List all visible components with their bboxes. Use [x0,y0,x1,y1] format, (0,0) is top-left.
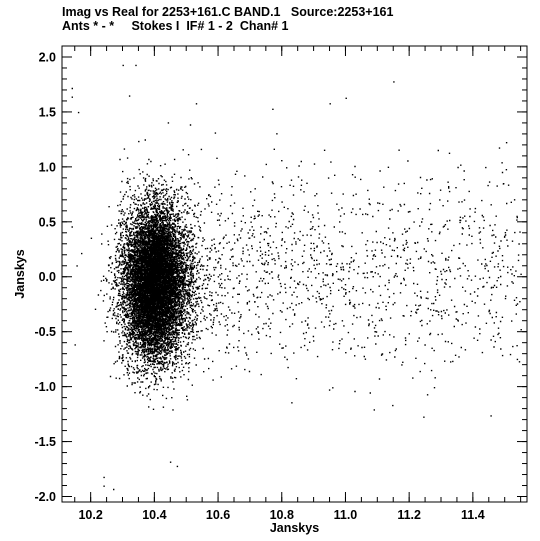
plot-frame [61,45,528,503]
y-tick-label: -2.0 [34,490,56,504]
x-tick-label: 10.2 [78,508,102,522]
y-tick-label: 1.5 [39,105,56,119]
y-tick-label: 2.0 [39,50,56,64]
tick-labels: 10.2 10.4 10.6 10.8 11.0 11.2 11.4 2.0 1.5 1.0 0.5… [34,50,484,522]
x-tick-label: 10.4 [142,508,166,522]
x-tick-label: 11.4 [461,508,485,522]
x-tick-label: 11.0 [334,508,358,522]
x-tick-label: 10.8 [270,508,294,522]
y-tick-label: -0.5 [34,325,56,339]
y-tick-label: 0.0 [39,270,56,284]
y-tick-label: -1.0 [34,380,56,394]
y-axis-label: Janskys [13,249,27,298]
x-tick-label: 11.2 [397,508,421,522]
x-axis-label: Janskys [270,521,319,535]
y-tick-label: -1.5 [34,435,56,449]
y-tick-label: 1.0 [39,160,56,174]
x-tick-label: 10.6 [206,508,230,522]
scatter-points [71,64,522,491]
axis-ticks [62,46,527,502]
y-tick-label: 0.5 [39,215,56,229]
data-points [71,64,522,491]
chart-title-line1: Imag vs Real for 2253+161.C BAND.1 Sourc… [62,5,394,19]
chart-title-line2: Ants * - * Stokes I IF# 1 - 2 Chan# 1 [62,19,289,33]
